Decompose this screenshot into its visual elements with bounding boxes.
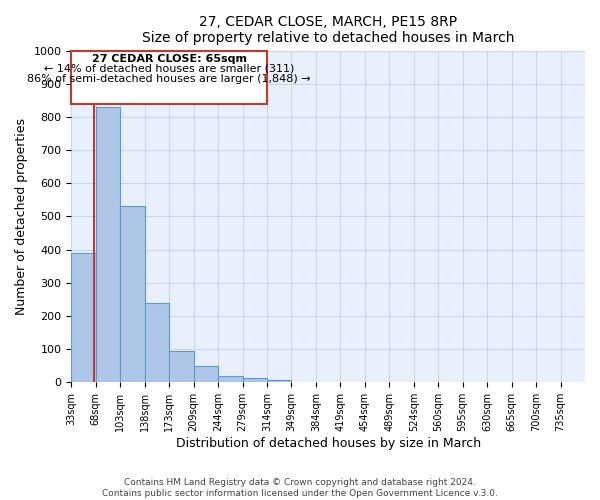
Title: 27, CEDAR CLOSE, MARCH, PE15 8RP
Size of property relative to detached houses in: 27, CEDAR CLOSE, MARCH, PE15 8RP Size of… <box>142 15 514 45</box>
Bar <box>267 380 292 382</box>
Bar <box>218 376 242 382</box>
FancyBboxPatch shape <box>71 50 267 104</box>
Text: ← 14% of detached houses are smaller (311): ← 14% of detached houses are smaller (31… <box>44 64 295 74</box>
Bar <box>242 378 267 382</box>
Bar <box>96 107 120 382</box>
Text: 86% of semi-detached houses are larger (1,848) →: 86% of semi-detached houses are larger (… <box>28 74 311 84</box>
Bar <box>194 366 218 382</box>
Bar <box>71 253 96 382</box>
Bar <box>120 206 145 382</box>
Bar <box>145 302 169 382</box>
Text: 27 CEDAR CLOSE: 65sqm: 27 CEDAR CLOSE: 65sqm <box>92 54 247 64</box>
X-axis label: Distribution of detached houses by size in March: Distribution of detached houses by size … <box>176 437 481 450</box>
Bar <box>169 351 194 382</box>
Y-axis label: Number of detached properties: Number of detached properties <box>15 118 28 315</box>
Text: Contains HM Land Registry data © Crown copyright and database right 2024.
Contai: Contains HM Land Registry data © Crown c… <box>102 478 498 498</box>
